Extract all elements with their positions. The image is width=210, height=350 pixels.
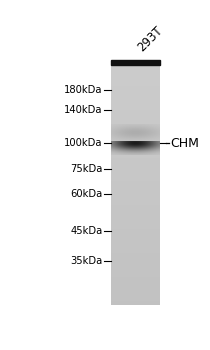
- Text: 60kDa: 60kDa: [71, 189, 103, 200]
- Text: 75kDa: 75kDa: [70, 164, 103, 174]
- Text: 100kDa: 100kDa: [64, 139, 103, 148]
- Text: 45kDa: 45kDa: [71, 226, 103, 236]
- Bar: [111, 60, 160, 65]
- Text: 35kDa: 35kDa: [71, 256, 103, 266]
- Text: CHM: CHM: [170, 137, 199, 150]
- Text: 180kDa: 180kDa: [64, 85, 103, 95]
- Text: 140kDa: 140kDa: [64, 105, 103, 114]
- Text: 293T: 293T: [135, 24, 165, 54]
